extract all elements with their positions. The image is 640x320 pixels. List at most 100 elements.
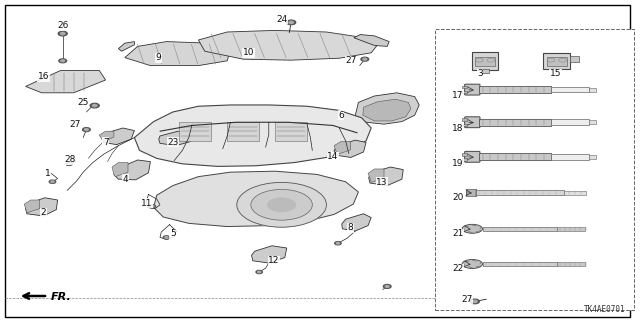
Text: 13: 13: [376, 178, 388, 187]
Circle shape: [472, 300, 477, 303]
Circle shape: [470, 299, 479, 304]
Polygon shape: [159, 131, 192, 146]
Text: 26: 26: [57, 21, 68, 30]
Polygon shape: [179, 122, 211, 141]
Bar: [557, 227, 585, 231]
Circle shape: [59, 59, 67, 63]
Ellipse shape: [462, 260, 483, 268]
Polygon shape: [134, 105, 371, 166]
Circle shape: [93, 104, 97, 107]
Polygon shape: [112, 163, 128, 177]
Text: 28: 28: [65, 156, 76, 164]
Circle shape: [84, 129, 88, 131]
Circle shape: [163, 236, 170, 239]
Bar: [476, 190, 564, 195]
FancyBboxPatch shape: [465, 151, 480, 162]
Polygon shape: [26, 70, 106, 93]
FancyBboxPatch shape: [465, 84, 480, 95]
Polygon shape: [26, 198, 58, 216]
Polygon shape: [275, 122, 307, 141]
Polygon shape: [363, 99, 411, 121]
Bar: [557, 262, 585, 266]
Circle shape: [237, 182, 326, 227]
Text: 27: 27: [461, 295, 473, 304]
Text: 14: 14: [327, 152, 339, 161]
Circle shape: [383, 284, 391, 288]
Circle shape: [58, 31, 67, 36]
Text: 16: 16: [38, 72, 49, 81]
Bar: [462, 124, 467, 126]
Circle shape: [165, 237, 168, 238]
Circle shape: [151, 206, 154, 207]
Circle shape: [268, 198, 296, 212]
Ellipse shape: [462, 224, 483, 233]
Bar: [472, 52, 498, 69]
Text: 3: 3: [477, 69, 483, 78]
Bar: [435, 29, 634, 310]
Bar: [462, 86, 467, 88]
Text: 4: 4: [123, 175, 128, 184]
Bar: [564, 191, 586, 195]
Text: 12: 12: [268, 256, 280, 265]
Polygon shape: [252, 246, 287, 263]
Text: 19: 19: [452, 159, 463, 168]
Bar: [467, 189, 475, 196]
Text: 2: 2: [41, 208, 46, 217]
Bar: [589, 120, 596, 124]
Bar: [479, 86, 551, 93]
Polygon shape: [334, 141, 351, 154]
Polygon shape: [369, 167, 403, 186]
Circle shape: [66, 162, 72, 165]
Bar: [483, 227, 557, 231]
Bar: [466, 189, 476, 196]
Bar: [462, 91, 467, 93]
Polygon shape: [24, 200, 40, 213]
Bar: [481, 69, 489, 73]
Text: 22: 22: [452, 264, 463, 273]
Text: 7: 7: [103, 138, 108, 147]
Bar: [570, 56, 579, 62]
Polygon shape: [368, 169, 384, 182]
Circle shape: [149, 205, 156, 208]
Polygon shape: [99, 131, 114, 141]
Circle shape: [51, 181, 54, 182]
FancyBboxPatch shape: [465, 117, 480, 128]
Bar: [589, 155, 596, 159]
Text: TK4AE0701: TK4AE0701: [584, 305, 626, 314]
Circle shape: [49, 180, 56, 183]
Text: 11: 11: [141, 199, 153, 208]
Bar: [547, 57, 567, 66]
Text: 18: 18: [452, 124, 463, 133]
Bar: [462, 158, 467, 161]
Circle shape: [258, 271, 261, 273]
Text: 15: 15: [550, 69, 561, 78]
Polygon shape: [198, 30, 378, 60]
Text: 27: 27: [345, 56, 356, 65]
Polygon shape: [334, 140, 366, 157]
Circle shape: [90, 103, 99, 108]
Polygon shape: [114, 160, 150, 180]
Text: 6: 6: [339, 111, 344, 120]
Text: 20: 20: [452, 193, 463, 202]
Polygon shape: [154, 171, 358, 227]
Text: 5: 5: [170, 229, 175, 238]
Bar: [483, 262, 557, 266]
Bar: [462, 153, 467, 156]
Polygon shape: [102, 128, 134, 145]
Text: 25: 25: [77, 98, 89, 107]
Bar: [551, 87, 589, 92]
Circle shape: [287, 20, 296, 25]
Text: FR.: FR.: [51, 292, 71, 302]
Text: 17: 17: [452, 92, 463, 100]
Text: 10: 10: [243, 48, 254, 57]
Circle shape: [289, 21, 293, 23]
Circle shape: [61, 60, 65, 62]
Circle shape: [385, 285, 389, 287]
Bar: [589, 88, 596, 92]
Circle shape: [251, 189, 312, 220]
Circle shape: [68, 163, 70, 164]
Text: 27: 27: [70, 120, 81, 129]
Text: 8: 8: [348, 223, 353, 232]
Text: 24: 24: [276, 15, 287, 24]
Polygon shape: [118, 42, 134, 51]
